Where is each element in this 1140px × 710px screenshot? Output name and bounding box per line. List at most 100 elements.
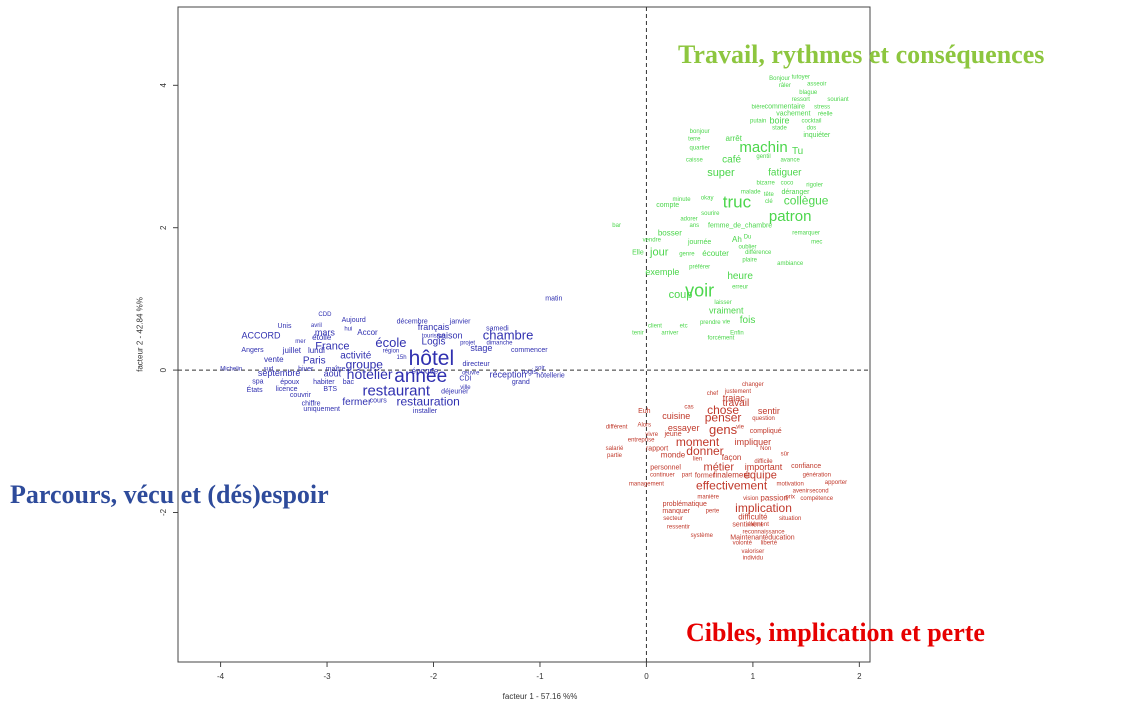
word-point: Ah <box>732 235 742 244</box>
word-point: région <box>383 348 400 354</box>
x-tick-label: 0 <box>644 672 649 681</box>
word-point: problématique <box>663 501 707 508</box>
word-point: chose <box>707 403 739 417</box>
word-point: vente <box>264 355 284 364</box>
word-point: Alors <box>637 422 651 428</box>
word-point: avril <box>311 323 322 329</box>
word-point: mars <box>315 327 335 337</box>
word-point: fatiguer <box>768 168 802 179</box>
word-point: éducation <box>764 534 794 541</box>
word-point: déjeuner <box>441 388 469 395</box>
word-point: donner <box>686 444 723 458</box>
word-point: bac <box>343 379 355 386</box>
word-point: réception <box>490 369 527 379</box>
word-point: commentaire <box>765 104 806 111</box>
word-point: bizarre <box>756 180 775 186</box>
word-point: okay <box>701 195 714 201</box>
word-point: élément <box>748 522 770 528</box>
word-point: vendre <box>643 237 662 243</box>
word-point: façon <box>722 453 742 462</box>
cluster-title-cibles: Cibles, implication et perte <box>686 618 985 647</box>
word-point: vie <box>736 425 744 431</box>
word-point: sud <box>264 366 274 372</box>
word-point: différent <box>606 425 628 431</box>
word-point: impliquer <box>735 437 772 447</box>
word-point: coup <box>669 289 693 301</box>
word-point: cocktail <box>801 118 821 124</box>
x-tick-label: 1 <box>751 672 756 681</box>
word-point: bonjour <box>690 129 710 135</box>
word-point: vivre <box>645 432 658 438</box>
word-point: lien <box>693 457 702 463</box>
word-point: individu <box>743 556 763 562</box>
word-point: quartier <box>689 146 709 152</box>
word-point: plaire <box>742 257 757 263</box>
word-point: spa <box>252 378 263 385</box>
word-point: 15h <box>397 355 407 361</box>
word-point: genre <box>679 252 695 258</box>
word-point: prix <box>785 494 795 500</box>
word-point: stress <box>814 104 830 110</box>
word-point: hôtel <box>409 347 455 370</box>
x-tick-label: -4 <box>217 672 225 681</box>
word-point: chef <box>707 391 719 397</box>
word-point: personnel <box>650 464 681 471</box>
word-point: gens <box>709 422 738 437</box>
word-point: Elle <box>632 249 644 256</box>
word-point: ressentir <box>667 524 690 530</box>
word-point: étoile <box>312 333 332 342</box>
word-point: janvier <box>449 319 471 326</box>
word-point: rapport <box>646 445 668 452</box>
word-point: avance <box>780 158 800 164</box>
word-point: France <box>315 341 349 353</box>
word-point: avenir <box>793 489 809 495</box>
word-point: rigoler <box>806 183 823 189</box>
y-tick-label: -2 <box>159 508 168 516</box>
word-point: prendre <box>700 320 721 326</box>
word-point: mec <box>811 240 822 246</box>
word-point: patron <box>769 208 812 225</box>
word-point: vraiment <box>709 305 744 315</box>
word-point: chiffre <box>302 400 321 407</box>
word-point: sourire <box>701 211 720 217</box>
word-point: entreprise <box>628 437 655 443</box>
word-point: ville <box>460 385 471 391</box>
word-point: compétence <box>800 496 833 502</box>
word-point: ambiance <box>777 261 804 267</box>
word-point: différence <box>745 250 772 256</box>
word-point: monde <box>661 451 686 460</box>
x-tick-label: 2 <box>857 672 862 681</box>
word-point: compliqué <box>750 428 782 435</box>
word-point: bar <box>612 223 621 229</box>
word-point: Unis <box>277 323 292 330</box>
word-point: voir <box>685 281 714 301</box>
word-point: truc <box>723 192 752 211</box>
word-point: ans <box>689 223 699 229</box>
word-point: Aujourd <box>342 317 366 324</box>
word-point: Michelin <box>220 366 242 372</box>
word-point: samedi <box>486 326 509 333</box>
word-point: remarquer <box>792 230 820 236</box>
word-point: équipe <box>744 469 777 481</box>
word-point: malade <box>741 190 761 196</box>
word-point: coco <box>781 180 794 186</box>
word-point: management <box>629 482 664 488</box>
y-tick-label: 2 <box>159 225 168 230</box>
word-point: année <box>394 366 447 387</box>
word-point: uniquement <box>303 406 340 413</box>
word-point: traiac <box>723 393 746 403</box>
word-point: septembre <box>258 368 301 378</box>
word-point: difficile <box>754 459 773 465</box>
word-point: part <box>682 472 693 478</box>
word-point: changer <box>742 382 764 388</box>
word-point: journée <box>687 239 711 246</box>
word-point: vie <box>722 319 730 325</box>
word-point: question <box>752 416 775 422</box>
word-point: blague <box>799 90 818 96</box>
word-point: BTS <box>323 386 337 393</box>
word-point: hiver <box>298 366 314 373</box>
word-point: essayer <box>668 423 700 433</box>
word-point: époux <box>280 379 300 386</box>
word-point: confiance <box>791 463 821 470</box>
